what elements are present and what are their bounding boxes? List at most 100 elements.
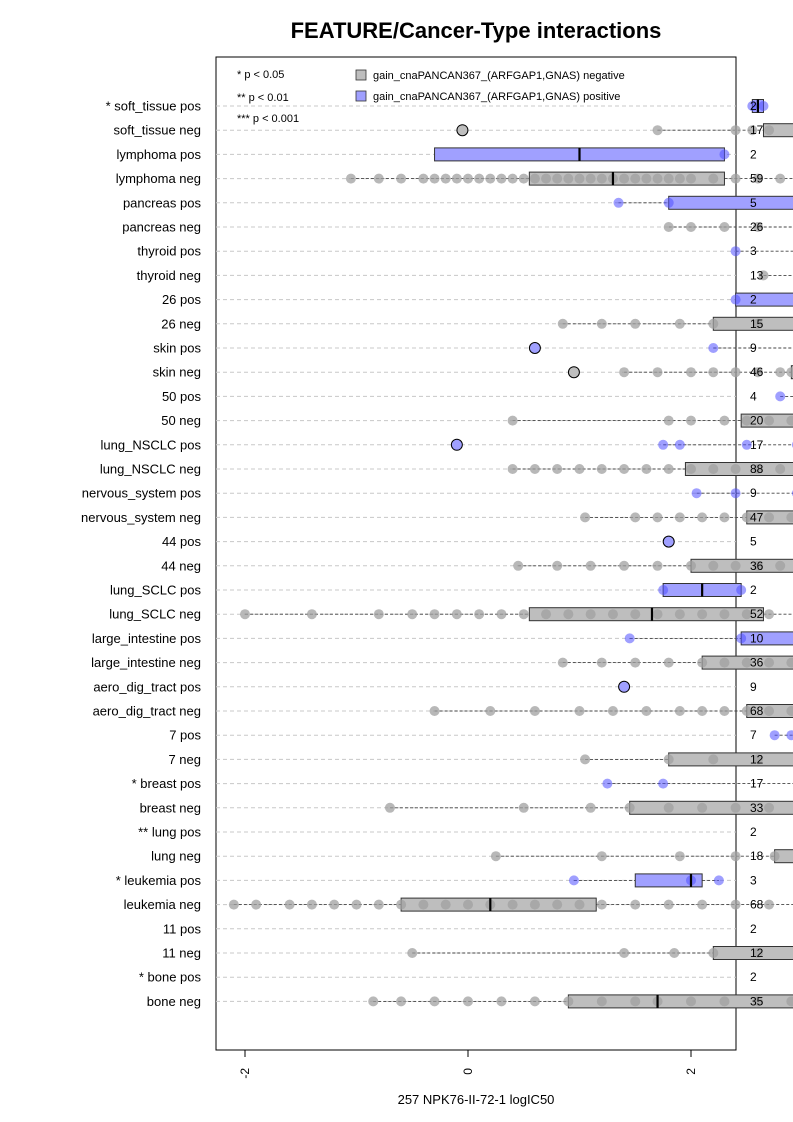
data-point (674, 706, 685, 716)
data-point (764, 415, 775, 426)
data-point (786, 657, 793, 668)
data-point (630, 318, 641, 329)
data-point (775, 560, 786, 571)
data-point (251, 899, 262, 910)
data-point (752, 754, 763, 765)
data-point (641, 173, 652, 184)
data-point (764, 802, 775, 813)
data-point (708, 343, 719, 353)
row-count: 7 (750, 728, 757, 742)
row-count: 33 (750, 801, 764, 815)
box-row (507, 462, 793, 476)
sig-legend-2: ** p < 0.01 (237, 92, 289, 104)
data-point (730, 125, 741, 136)
data-point (596, 851, 607, 862)
data-point (568, 875, 579, 886)
row-label: 50 pos (162, 389, 202, 404)
row-count: 9 (750, 680, 757, 694)
row-count: 35 (750, 994, 764, 1008)
box (740, 631, 793, 646)
data-point (396, 899, 407, 910)
data-point (228, 899, 239, 910)
data-point (529, 173, 540, 184)
row-count: 2 (750, 970, 757, 984)
data-point (674, 173, 685, 184)
data-point (490, 851, 501, 862)
row-count: 2 (750, 147, 757, 161)
data-point (607, 609, 618, 620)
row-count: 20 (750, 414, 764, 428)
row-label: pancreas neg (122, 220, 201, 235)
data-point (663, 464, 674, 474)
row-count: 3 (750, 873, 757, 887)
row-count: 17 (750, 777, 764, 791)
row-count: 9 (750, 486, 757, 500)
data-point (451, 609, 462, 620)
data-point (585, 173, 596, 184)
data-point (786, 367, 793, 378)
data-point (396, 996, 407, 1007)
row-label: large_intestine neg (91, 655, 201, 670)
data-point (786, 730, 793, 741)
legend: * p < 0.05 ** p < 0.01 *** p < 0.001 gai… (237, 69, 625, 125)
row-label: leukemia neg (124, 897, 201, 912)
data-point (529, 996, 540, 1007)
data-point (602, 778, 613, 789)
row-count: 26 (750, 220, 764, 234)
box-row (568, 873, 724, 888)
box-row (747, 99, 769, 113)
box-row (730, 292, 793, 307)
data-point (351, 899, 362, 910)
row-count: 13 (750, 268, 764, 282)
data-point (697, 657, 708, 668)
data-point (440, 899, 451, 910)
data-point (747, 101, 758, 111)
row-count: 10 (750, 631, 764, 645)
row-count: 2 (750, 825, 757, 839)
data-point (674, 851, 685, 862)
data-point (730, 802, 741, 813)
data-point (563, 173, 574, 184)
box-row (490, 849, 793, 864)
data-point (552, 173, 563, 184)
data-point (463, 996, 473, 1007)
data-point (730, 464, 741, 474)
data-point (713, 875, 724, 886)
data-point (663, 657, 674, 668)
data-point (775, 464, 786, 474)
box-row (434, 147, 730, 162)
data-point (557, 657, 568, 668)
data-point (775, 173, 786, 184)
outlier-point (528, 342, 541, 354)
data-point (697, 802, 708, 813)
row-count: 47 (750, 510, 764, 524)
box-row (456, 123, 793, 138)
row-count: 2 (750, 293, 757, 307)
data-point (663, 802, 674, 813)
box-row (602, 778, 793, 789)
outlier-point (456, 124, 469, 137)
data-point (752, 948, 763, 958)
data-point (641, 706, 652, 716)
data-point (329, 899, 340, 910)
data-point (786, 706, 793, 716)
row-label: 11 pos (163, 921, 202, 936)
data-point (686, 996, 696, 1007)
box-row (507, 413, 793, 428)
x-tick-label: 2 (684, 1068, 698, 1075)
sig-legend-1: * p < 0.05 (237, 69, 284, 81)
plot-frame (215, 56, 737, 1051)
data-point (607, 706, 618, 716)
box-row (691, 488, 793, 499)
box-row (407, 946, 793, 960)
data-point (596, 464, 607, 474)
legend-swatch-negative (355, 69, 367, 81)
box-row (758, 270, 793, 281)
box-row (613, 195, 793, 210)
data-point (552, 464, 563, 474)
data-point (518, 173, 529, 184)
data-point (429, 996, 440, 1007)
row-label: lung_NSCLC neg (100, 462, 201, 477)
data-point (730, 851, 741, 862)
row-labels: * soft_tissue pos soft_tissue neg lymphoma… (81, 99, 201, 1009)
